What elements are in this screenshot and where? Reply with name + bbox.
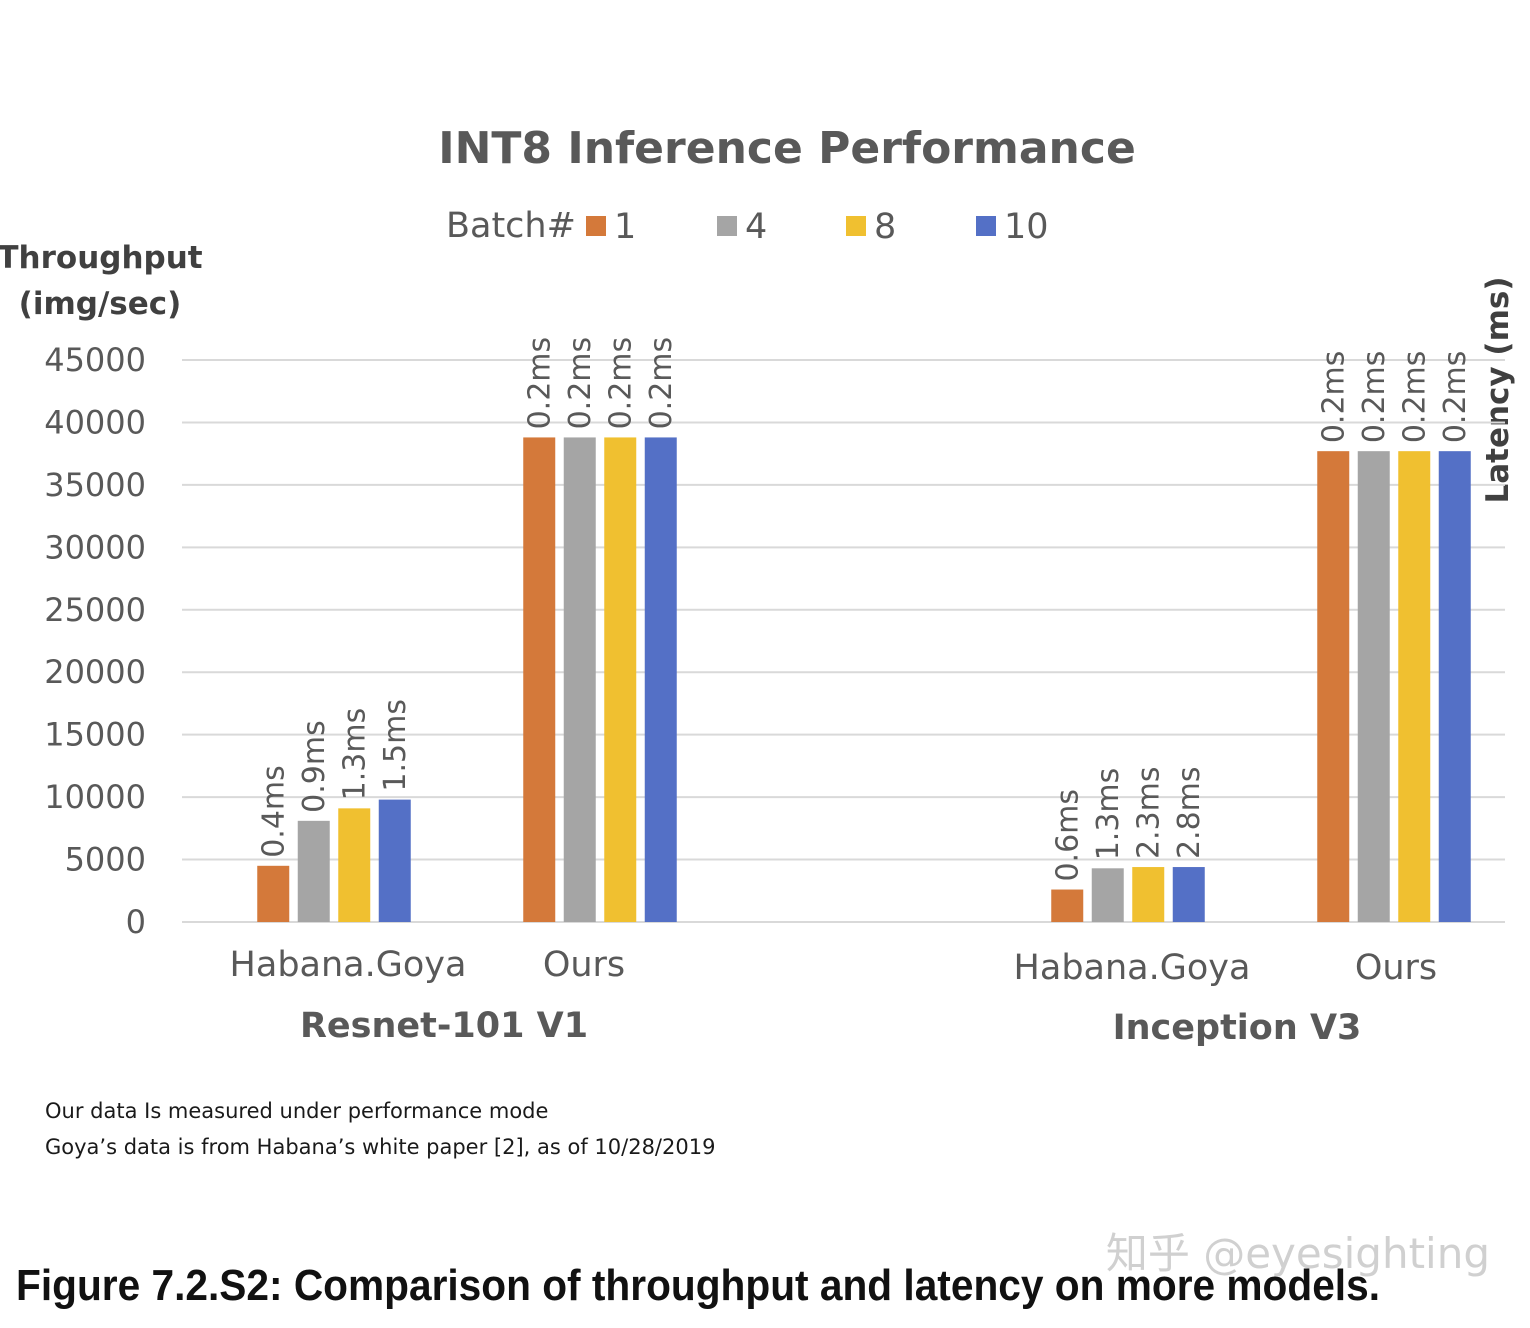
y-tick-label: 20000	[44, 653, 146, 691]
category-label: Ours	[1355, 948, 1437, 988]
data-label: 0.2ms	[522, 337, 557, 430]
data-label: 0.2ms	[644, 337, 679, 430]
data-label: 0.2ms	[1438, 351, 1473, 444]
y-tick-label: 0	[126, 903, 146, 941]
category-label: Habana.Goya	[1014, 948, 1251, 988]
legend-entry: 1	[614, 207, 636, 247]
category-labels: Habana.Goya Ours Habana.Goya Ours	[230, 945, 1438, 988]
group-labels: Resnet-101 V1 Inception V3	[300, 1006, 1361, 1048]
data-label: 0.2ms	[563, 337, 598, 430]
bar	[604, 437, 637, 922]
data-label: 0.2ms	[1357, 351, 1392, 444]
bar	[1357, 451, 1390, 922]
bar	[1051, 889, 1084, 922]
bar	[1132, 867, 1165, 922]
legend-entry: 10	[1004, 207, 1049, 247]
legend-swatch	[586, 216, 606, 236]
watermark: 知乎 @eyesighting	[1106, 1229, 1490, 1278]
figure-caption: Figure 7.2.S2: Comparison of throughput …	[16, 1261, 1380, 1310]
bar	[563, 437, 596, 922]
y-tick-label: 35000	[44, 466, 146, 504]
y-tick-label: 15000	[44, 716, 146, 754]
data-label: 0.2ms	[1316, 351, 1351, 444]
y-tick-label: 5000	[65, 841, 146, 879]
y-tick-label: 30000	[44, 528, 146, 566]
y-axis-title: Throughput (img/sec)	[0, 240, 203, 322]
data-label: 0.6ms	[1050, 789, 1085, 882]
bars	[257, 437, 1471, 922]
data-label: 0.9ms	[297, 720, 332, 813]
bar	[1398, 451, 1431, 922]
data-label: 1.5ms	[378, 699, 413, 792]
legend-title: Batch#	[446, 206, 576, 246]
y-tick-label: 10000	[44, 778, 146, 816]
bar	[297, 820, 330, 922]
group-label: Inception V3	[1113, 1008, 1362, 1048]
bar	[257, 865, 290, 922]
category-label: Ours	[543, 945, 625, 985]
data-label: 0.2ms	[603, 337, 638, 430]
legend-swatch	[717, 216, 737, 236]
legend-entry: 4	[745, 207, 767, 247]
legend-swatch	[976, 216, 996, 236]
y-axis-title-line-2: (img/sec)	[19, 286, 182, 322]
y-tick-label: 40000	[44, 403, 146, 441]
bar	[1172, 867, 1205, 922]
data-label: 0.2ms	[1397, 351, 1432, 444]
data-label: 2.8ms	[1172, 766, 1207, 859]
y-axis-title-line-1: Throughput	[0, 240, 203, 276]
legend-items: 1 4 8 10	[586, 207, 1049, 247]
data-label: 1.3ms	[1091, 768, 1126, 861]
y2-axis-title: Latency (ms)	[1480, 276, 1516, 503]
bar	[644, 437, 677, 922]
bar	[1317, 451, 1350, 922]
legend-swatch	[846, 216, 866, 236]
data-label: 1.3ms	[337, 708, 372, 801]
data-label: 0.4ms	[256, 765, 291, 858]
chart-title: INT8 Inference Performance	[438, 123, 1136, 174]
y-tick-label: 45000	[44, 341, 146, 379]
bar	[378, 799, 411, 922]
category-label: Habana.Goya	[230, 945, 467, 985]
y-tick-label: 25000	[44, 591, 146, 629]
legend-entry: 8	[874, 207, 896, 247]
y-axis-ticks: 0 5000 10000 15000 20000 25000 30000 35000 40000…	[44, 341, 146, 941]
bar	[1438, 451, 1471, 922]
bar	[523, 437, 556, 922]
note-line-2: Goya’s data is from Habana’s white paper…	[45, 1135, 715, 1159]
bar	[1091, 868, 1124, 922]
note-line-1: Our data Is measured under performance m…	[45, 1099, 548, 1123]
group-label: Resnet-101 V1	[300, 1006, 588, 1046]
bar	[338, 808, 371, 922]
legend: Batch# 1 4 8 10	[446, 206, 1049, 247]
data-label: 2.3ms	[1131, 766, 1166, 859]
